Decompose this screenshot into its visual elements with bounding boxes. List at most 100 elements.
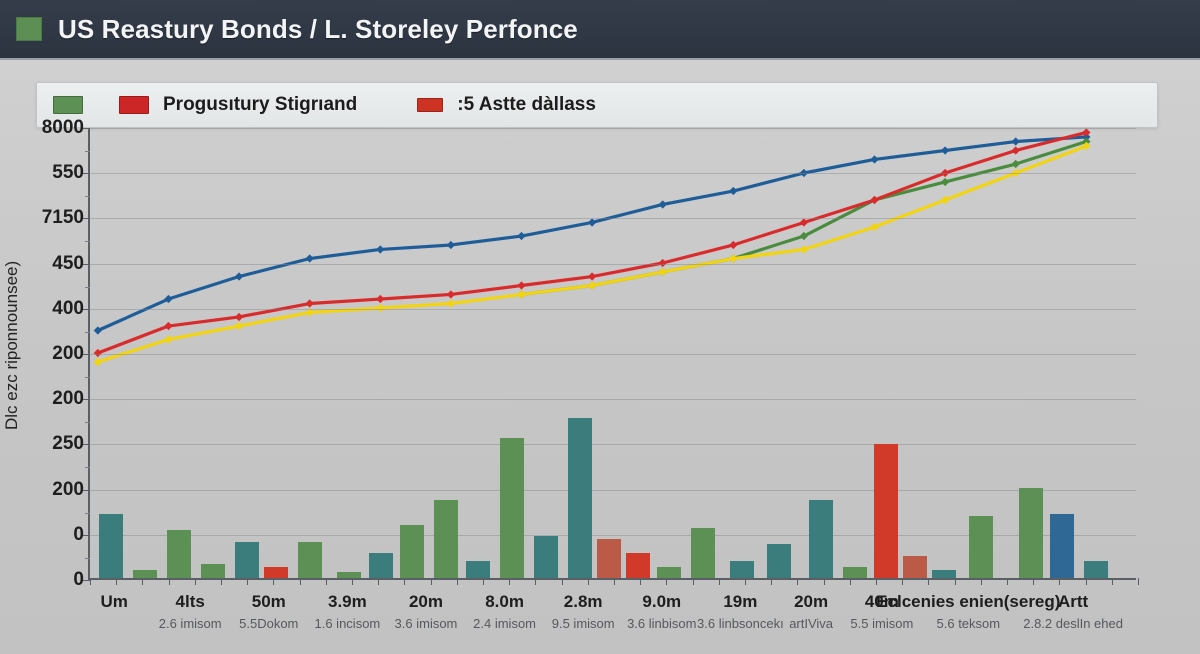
- legend-item[interactable]: :5 Astte dàllass: [417, 94, 596, 116]
- x-axis-tick: [876, 578, 877, 585]
- bar[interactable]: [133, 569, 158, 578]
- data-point-marker: [93, 326, 103, 335]
- x-axis-label: 4lts: [175, 592, 205, 611]
- bar[interactable]: [625, 552, 650, 578]
- x-axis-label-group: 20m 3.6 imisom: [395, 592, 458, 631]
- data-point-marker: [1082, 141, 1091, 151]
- bar[interactable]: [808, 499, 833, 578]
- bar[interactable]: [843, 566, 868, 578]
- data-point-marker: [164, 321, 173, 331]
- page-title: US Reastury Bonds / L. Storeley Perfonce: [58, 13, 578, 44]
- x-axis-label: 40m: [864, 592, 899, 611]
- y-axis-tick-label: 550: [52, 162, 84, 183]
- x-axis-tick: [1007, 578, 1008, 585]
- x-axis-label: Artt: [1058, 592, 1089, 611]
- data-point-marker: [305, 299, 314, 308]
- bar[interactable]: [657, 566, 682, 578]
- bar[interactable]: [767, 544, 792, 578]
- bar[interactable]: [968, 516, 993, 578]
- data-point-marker: [799, 231, 809, 241]
- x-axis-labels: Um 4lts 2.6 imisom 50m 5.5Dokom 3.9m 1.6 incis…: [88, 592, 1188, 652]
- bar[interactable]: [567, 418, 592, 578]
- x-axis-label-group: 4lts 2.6 imisom: [159, 592, 222, 631]
- bar[interactable]: [298, 541, 323, 578]
- bar[interactable]: [903, 555, 928, 578]
- x-axis-label-group: 8.0m 2.4 imisom: [473, 592, 536, 631]
- y-axis-minor-tick: [85, 513, 90, 514]
- data-point-marker: [305, 254, 314, 263]
- data-point-marker: [446, 240, 456, 250]
- x-axis-tick: [745, 578, 746, 585]
- y-axis-tick-label: 200: [52, 343, 84, 364]
- data-point-marker: [940, 168, 950, 178]
- bar[interactable]: [874, 443, 899, 578]
- x-axis-tick: [90, 578, 91, 585]
- data-point-marker: [799, 245, 809, 254]
- x-axis-tick: [640, 578, 641, 585]
- x-axis-tick: [614, 578, 615, 585]
- data-point-marker: [93, 348, 103, 358]
- bar[interactable]: [368, 552, 393, 578]
- bar[interactable]: [337, 572, 362, 578]
- green-square-icon: [16, 17, 42, 41]
- x-axis-sublabel: 3.6 imisom: [394, 616, 458, 631]
- data-point-marker: [799, 168, 809, 178]
- data-point-marker: [1011, 159, 1020, 169]
- x-axis-tick: [955, 578, 956, 585]
- x-axis-tick: [719, 578, 720, 585]
- plot-area: 8000 550 7150 450 400 200 200 250 200 0 0: [42, 117, 1139, 590]
- bar[interactable]: [167, 530, 192, 578]
- bar[interactable]: [465, 561, 490, 578]
- x-axis-sublabel: artIViva: [789, 616, 834, 631]
- bar[interactable]: [499, 437, 524, 578]
- x-axis-tick: [928, 578, 929, 585]
- bar[interactable]: [434, 499, 459, 578]
- x-axis-label-group: 50m 5.5Dokom: [239, 592, 298, 631]
- grid-line: [90, 535, 1136, 536]
- x-axis-tick: [300, 578, 301, 585]
- data-point-marker: [658, 267, 667, 277]
- y-axis-tick-label: 200: [52, 479, 84, 500]
- x-axis-tick: [562, 578, 563, 585]
- data-point-marker: [305, 308, 314, 317]
- bar[interactable]: [1084, 561, 1109, 578]
- bar[interactable]: [730, 561, 755, 578]
- bar[interactable]: [98, 513, 123, 578]
- x-axis-label: 50m: [251, 592, 286, 611]
- data-point-marker: [587, 218, 597, 227]
- data-point-marker: [446, 290, 456, 299]
- data-point-marker: [1082, 128, 1091, 137]
- data-point-marker: [870, 155, 879, 164]
- x-axis-tick: [902, 578, 903, 585]
- data-point-marker: [376, 294, 385, 304]
- x-axis-sublabel: 1.6 incisom: [314, 616, 381, 631]
- bar[interactable]: [235, 541, 260, 578]
- page-header: US Reastury Bonds / L. Storeley Perfonce: [0, 0, 1200, 60]
- x-axis-tick: [824, 578, 825, 585]
- legend-item[interactable]: [53, 96, 97, 114]
- x-axis-label-group: Um: [100, 592, 127, 616]
- x-axis-tick: [535, 578, 536, 585]
- x-axis-sublabel: 2.8.2 deslIn ehed: [1023, 616, 1123, 631]
- x-axis-tick: [457, 578, 458, 585]
- legend-item[interactable]: Progusıtury Stigrıand: [119, 94, 357, 116]
- bar[interactable]: [400, 524, 425, 578]
- legend-swatch-red-2: [417, 98, 444, 112]
- bar[interactable]: [201, 564, 226, 578]
- x-axis-tick: [195, 578, 196, 585]
- bar[interactable]: [264, 566, 289, 578]
- bar[interactable]: [932, 569, 957, 578]
- x-axis-tick: [378, 578, 379, 585]
- data-point-marker: [1082, 137, 1091, 146]
- bar[interactable]: [1050, 513, 1075, 578]
- x-axis-label: 20m: [408, 592, 443, 611]
- bar[interactable]: [691, 527, 716, 578]
- bar[interactable]: [596, 538, 621, 578]
- bar[interactable]: [1018, 488, 1043, 578]
- bar[interactable]: [533, 535, 558, 578]
- data-point-marker: [234, 272, 244, 281]
- y-axis-minor-tick: [85, 151, 90, 152]
- x-axis-tick: [326, 578, 327, 585]
- chart-legend: Progusıtury Stigrıand :5 Astte dàllass: [36, 82, 1158, 128]
- x-axis-sublabel: 3.6 linbisom: [627, 616, 697, 631]
